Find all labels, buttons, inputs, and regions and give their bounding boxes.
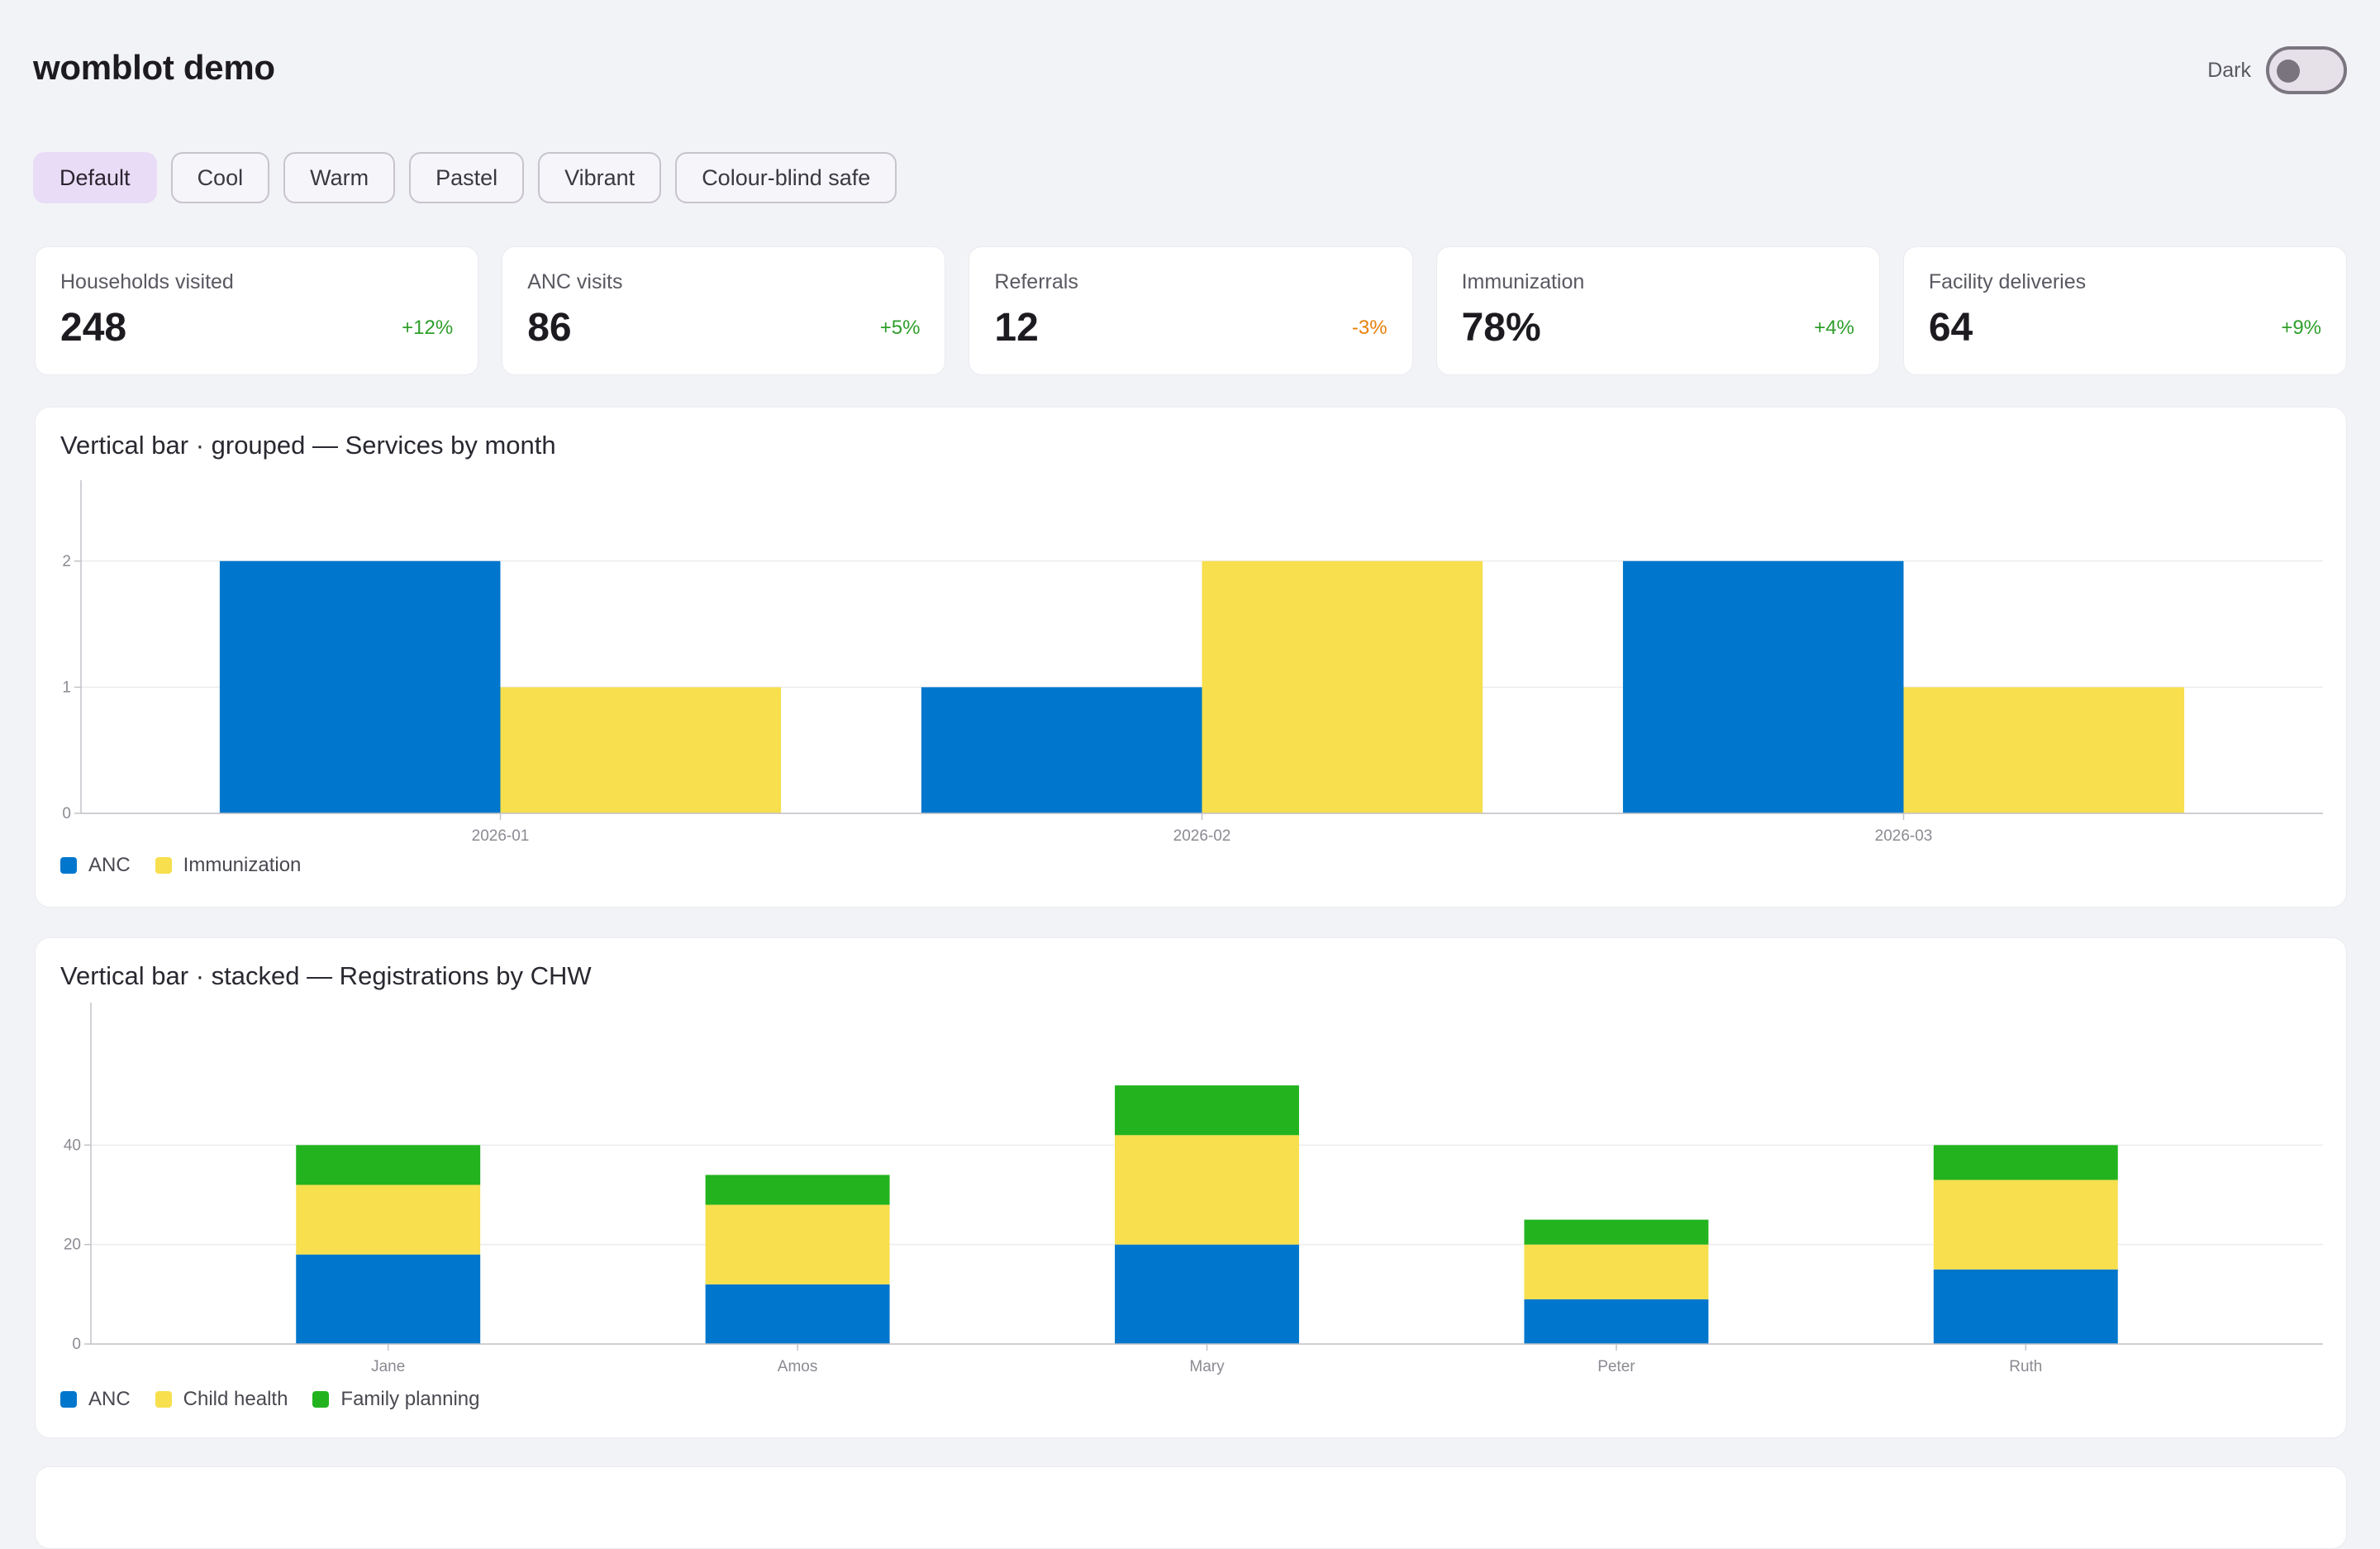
x-tick-label: 2026-03	[1875, 827, 1933, 845]
kpi-delta: +9%	[2281, 317, 2322, 339]
bar-segment-anc-peter	[1524, 1299, 1709, 1344]
legend-item-immunization: Immunization	[155, 854, 302, 877]
theme-chip-colour-blind-safe[interactable]: Colour-blind safe	[675, 152, 897, 203]
x-tick-label: 2026-02	[1173, 827, 1231, 845]
legend-swatch	[60, 1391, 77, 1408]
bar-segment-anc-ruth	[1933, 1269, 2118, 1344]
legend-swatch	[155, 1391, 172, 1408]
legend-item-child-health: Child health	[155, 1388, 288, 1411]
legend-item-anc: ANC	[60, 1388, 131, 1411]
bar-immunization-2026-03	[1903, 687, 2185, 813]
kpi-label: Immunization	[1461, 270, 1585, 293]
kpi-delta: -3%	[1351, 317, 1388, 339]
chart-legend: ANC Immunization	[60, 854, 301, 877]
dashboard-page: womblot demo Dark Default Cool Warm Past…	[33, 46, 2348, 1549]
legend-item-anc: ANC	[60, 854, 131, 877]
dark-mode-control: Dark	[2207, 46, 2347, 94]
grouped-bar-chart: 0 1 2 2026-01 2026-02 2026-03	[62, 480, 2323, 845]
toggle-knob	[2277, 60, 2300, 83]
theme-chip-warm[interactable]: Warm	[283, 152, 396, 203]
kpi-card-immunization: Immunization 78% +4%	[1435, 246, 1880, 375]
bar-segment-family-planning-mary	[1115, 1085, 1299, 1136]
y-tick-label: 0	[62, 805, 71, 822]
kpi-row: Households visited 248 +12% ANC visits 8…	[35, 246, 2348, 375]
bar-anc-2026-02	[921, 687, 1202, 813]
legend-swatch	[155, 857, 172, 874]
theme-chip-vibrant[interactable]: Vibrant	[538, 152, 662, 203]
legend-label: ANC	[88, 854, 131, 876]
dark-mode-label: Dark	[2207, 58, 2251, 82]
x-tick-label: 2026-01	[472, 827, 530, 845]
bar-segment-anc-mary	[1115, 1244, 1299, 1344]
kpi-label: Households visited	[60, 270, 234, 293]
theme-selector: Default Cool Warm Pastel Vibrant Colour-…	[33, 152, 897, 203]
bar-segment-child-health-peter	[1524, 1244, 1709, 1299]
legend-swatch	[60, 857, 77, 874]
bar-segment-anc-jane	[296, 1254, 481, 1344]
legend-label: Immunization	[183, 854, 302, 876]
legend-label: Child health	[183, 1388, 288, 1410]
dark-mode-toggle[interactable]	[2266, 46, 2347, 94]
y-tick-label: 1	[62, 679, 71, 696]
stacked-bar-chart: 0 20 40 Jane Amos Mary Peter Ruth	[64, 1003, 2323, 1375]
bar-segment-child-health-jane	[296, 1184, 481, 1255]
x-tick-label: Mary	[1189, 1358, 1225, 1375]
bar-segment-anc-amos	[705, 1284, 890, 1344]
y-tick-label: 20	[64, 1237, 81, 1254]
bar-segment-child-health-mary	[1115, 1135, 1299, 1245]
kpi-value: 248	[60, 306, 127, 350]
kpi-value: 86	[527, 306, 572, 350]
theme-chip-default[interactable]: Default	[33, 152, 157, 203]
kpi-label: Facility deliveries	[1928, 270, 2087, 293]
bar-segment-family-planning-amos	[705, 1175, 890, 1205]
bar-segment-family-planning-ruth	[1933, 1145, 2118, 1180]
legend-item-family-planning: Family planning	[312, 1388, 480, 1411]
kpi-card-households-visited: Households visited 248 +12%	[35, 246, 479, 375]
page-title: womblot demo	[33, 48, 275, 87]
chart-title: Vertical bar · stacked — Registrations b…	[60, 961, 592, 990]
bar-segment-child-health-amos	[705, 1204, 890, 1284]
bar-segment-family-planning-peter	[1524, 1219, 1709, 1245]
x-tick-label: Ruth	[2009, 1358, 2042, 1375]
kpi-card-anc-visits: ANC visits 86 +5%	[502, 246, 946, 375]
chart-card-next	[35, 1466, 2347, 1549]
kpi-value: 12	[994, 306, 1039, 350]
bar-segment-family-planning-jane	[296, 1145, 481, 1185]
chart-card-registrations-by-chw: Vertical bar · stacked — Registrations b…	[35, 937, 2347, 1438]
kpi-delta: +5%	[879, 317, 921, 339]
y-tick-label: 40	[64, 1137, 81, 1154]
kpi-card-referrals: Referrals 12 -3%	[969, 246, 1413, 375]
legend-swatch	[312, 1391, 330, 1408]
kpi-delta: +4%	[1814, 317, 1854, 339]
y-tick-label: 2	[62, 553, 71, 570]
bar-immunization-2026-02	[1202, 560, 1483, 813]
bar-anc-2026-01	[219, 560, 501, 813]
x-tick-label: Amos	[778, 1358, 818, 1375]
kpi-value: 78%	[1461, 306, 1541, 350]
theme-chip-pastel[interactable]: Pastel	[409, 152, 525, 203]
y-tick-label: 0	[72, 1336, 81, 1353]
bar-segment-child-health-ruth	[1933, 1180, 2118, 1270]
kpi-value: 64	[1928, 306, 1973, 350]
chart-title: Vertical bar · grouped — Services by mon…	[60, 431, 556, 460]
kpi-label: Referrals	[994, 270, 1078, 293]
x-tick-label: Jane	[371, 1358, 405, 1375]
kpi-label: ANC visits	[527, 270, 623, 293]
bar-anc-2026-03	[1622, 560, 1904, 813]
chart-legend: ANC Child health Family planning	[60, 1388, 480, 1411]
legend-label: ANC	[88, 1388, 131, 1410]
kpi-delta: +12%	[402, 317, 454, 339]
bar-immunization-2026-01	[500, 687, 782, 813]
kpi-card-facility-deliveries: Facility deliveries 64 +9%	[1902, 246, 2348, 375]
chart-card-services-by-month: Vertical bar · grouped — Services by mon…	[35, 407, 2347, 908]
theme-chip-cool[interactable]: Cool	[170, 152, 270, 203]
x-tick-label: Peter	[1597, 1358, 1635, 1375]
legend-label: Family planning	[340, 1388, 480, 1410]
